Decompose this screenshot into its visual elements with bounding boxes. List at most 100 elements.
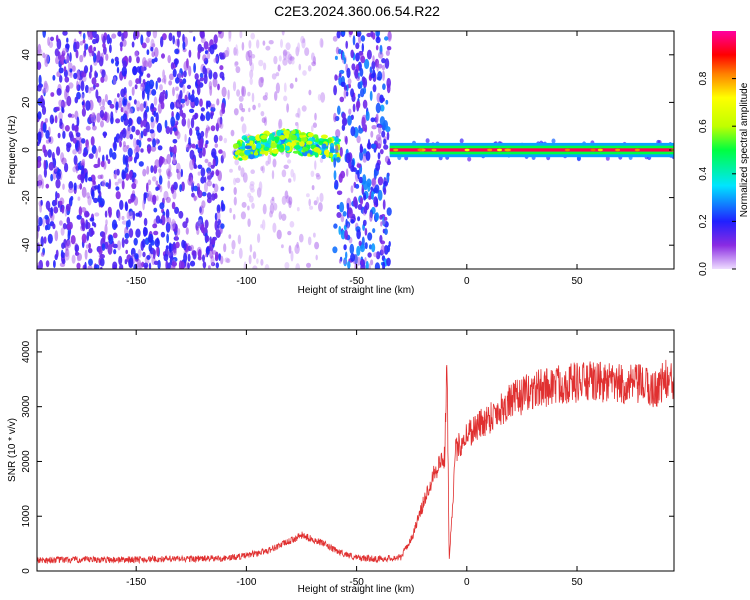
spectrogram-cell — [110, 111, 114, 121]
spectrogram-cell — [133, 196, 139, 206]
spectrogram-cell — [88, 45, 93, 54]
spectrogram-cell — [63, 66, 67, 72]
spectrogram-cell — [241, 201, 247, 208]
spectrogram-cell — [91, 189, 95, 200]
spectrogram-cell — [333, 112, 337, 123]
spectrogram-cell — [146, 31, 151, 38]
spectrogram-cell — [215, 251, 219, 260]
spectrogram-cell — [76, 214, 82, 220]
spectrogram-cell — [91, 221, 95, 227]
spectrogram-cell — [142, 238, 146, 248]
spectrogram-cell — [150, 38, 155, 50]
spectrogram-cell — [357, 169, 360, 180]
spectrogram-cell — [179, 184, 183, 193]
spectrogram-cell — [40, 98, 45, 108]
spectrogram-cell — [293, 145, 301, 150]
spectrogram-cell — [124, 259, 128, 265]
spectrogram-cell — [94, 212, 100, 217]
spectrogram-cell — [73, 182, 77, 191]
spectrogram-cell — [114, 168, 118, 180]
spectrogram-cell — [40, 199, 43, 206]
spectrogram-cell — [194, 112, 199, 119]
spectrogram-cell — [169, 146, 172, 153]
spectrogram-cell — [101, 179, 106, 187]
spectrogram-cell — [231, 239, 236, 250]
spectrogram-cell — [148, 233, 154, 243]
spectrogram-cell — [210, 164, 215, 169]
spectrogram-cell — [273, 202, 278, 211]
snr-series-line — [37, 359, 674, 565]
spectrogram-cell — [200, 130, 205, 138]
spectrogram-cell — [346, 67, 351, 79]
spectrogram-cell — [261, 117, 267, 124]
spectrogram-cell — [54, 115, 58, 124]
spectrogram-cell — [61, 205, 65, 214]
spectrogram-cell — [371, 60, 376, 70]
spectrogram-cell — [220, 255, 224, 265]
spectrogram-cell — [47, 149, 52, 158]
spectrogram-cell — [68, 181, 74, 190]
spectrogram-cell — [154, 238, 160, 248]
spectrogram-cell — [226, 46, 230, 57]
spectrogram-cell — [338, 173, 343, 183]
spectrogram-cell — [97, 183, 101, 194]
spectrogram-cell — [72, 65, 76, 72]
spectrogram-cell — [60, 227, 65, 236]
spectrogram-cell — [341, 31, 345, 36]
spectrogram-cell — [268, 40, 274, 45]
spectrogram-cell — [275, 82, 280, 94]
spectrogram-cell — [200, 176, 205, 184]
spectrogram-cell — [75, 163, 79, 174]
spectrogram-cell — [84, 261, 87, 269]
spectrogram-cell — [161, 78, 166, 83]
spectrogram-cell — [356, 32, 361, 38]
spectrogram-cell — [49, 114, 54, 125]
spectrogram-cell — [257, 102, 261, 108]
spectrogram-cell — [221, 86, 227, 98]
spectrogram-cell — [377, 63, 383, 69]
spectrogram-cell — [80, 80, 85, 92]
spectrogram-cell — [38, 74, 42, 86]
spectrogram-cell — [248, 154, 255, 160]
spectrogram-cell — [252, 265, 258, 269]
spectrogram-cell — [364, 257, 367, 264]
spectrogram-cell — [78, 31, 82, 35]
spectrogram-cell — [386, 46, 392, 51]
spectrogram-cell — [371, 190, 374, 200]
spectrogram-cell — [350, 219, 355, 224]
spectrogram-cell — [168, 80, 173, 86]
spectrogram-cell — [363, 205, 368, 215]
spectrogram-cell — [262, 40, 266, 46]
snr-plot-area — [37, 330, 674, 571]
spectrogram-cell — [314, 152, 319, 158]
spectrogram-cell — [200, 223, 205, 234]
spectrogram-cell — [241, 123, 247, 134]
spectrogram-cell — [87, 177, 93, 182]
spectrogram-cell — [155, 186, 159, 191]
spectrogram-cell — [55, 249, 59, 258]
y-tick-label: -20 — [21, 190, 32, 205]
spectrogram-cell — [240, 116, 244, 122]
spectrogram-cell — [77, 196, 81, 201]
spectrogram-cell — [159, 202, 165, 210]
spectrogram-cell — [379, 116, 385, 126]
spectrogram-cell — [119, 141, 122, 148]
spectrogram-cell — [156, 122, 162, 133]
spectrogram-cell — [228, 234, 232, 239]
spectrogram-cell — [95, 148, 98, 159]
spectrogram-cell — [84, 172, 88, 183]
spectrogram-cell — [48, 161, 54, 171]
spectrogram-cell — [165, 221, 171, 233]
spectrogram-cell — [135, 152, 140, 160]
spectrogram-cell — [590, 148, 596, 152]
spectrogram-cell — [74, 244, 80, 253]
spectrogram-cell — [383, 187, 387, 195]
spectrogram-cell — [383, 138, 387, 145]
spectrogram-cell — [320, 134, 328, 139]
spectrogram-cell — [151, 58, 155, 64]
spectrogram-cell — [142, 57, 147, 67]
spectrogram-cell — [371, 125, 377, 130]
spectrogram-cell — [58, 99, 63, 107]
spectrogram-cell — [99, 254, 106, 259]
spectrogram-cell — [360, 35, 366, 42]
